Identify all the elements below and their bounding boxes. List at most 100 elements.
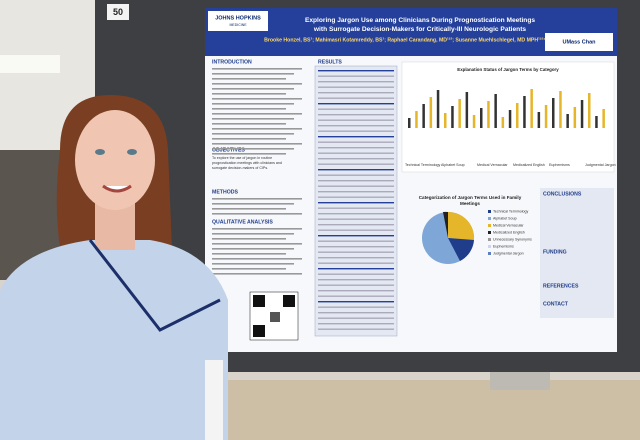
bar (588, 93, 591, 128)
logo-text: JOHNS HOPKINS (215, 15, 261, 21)
table-row (318, 136, 394, 138)
table-row (318, 323, 394, 325)
legend-label: Alphabet Soup (493, 216, 517, 220)
bar (487, 101, 490, 128)
board-number: 50 (113, 7, 123, 17)
table-row (318, 86, 394, 88)
text-line (212, 148, 294, 150)
text-line (212, 73, 294, 75)
text-line (212, 233, 294, 235)
axis-label: Euphemisms (549, 163, 570, 167)
qr-pattern (270, 312, 280, 322)
table-row (318, 185, 394, 187)
legend-swatch (488, 252, 491, 255)
table-row (318, 229, 394, 231)
table-row (318, 180, 394, 182)
legend-swatch (488, 210, 491, 213)
bar (501, 117, 505, 128)
bar (508, 110, 512, 128)
table-row (318, 213, 394, 215)
text-line (212, 238, 286, 240)
legend-label: Judgmental Jargon (493, 251, 524, 255)
table-row (318, 251, 394, 253)
table-row (318, 70, 394, 72)
text-line (212, 268, 286, 270)
body-text: prognostication meetings with clinicians… (212, 161, 282, 165)
text-line (212, 68, 302, 70)
section-heading: CONTACT (543, 301, 569, 307)
axis-label: Medicalized English (513, 163, 545, 167)
text-line (212, 123, 286, 125)
eye (127, 149, 137, 155)
bar (408, 118, 411, 128)
bar (458, 99, 461, 128)
bar (422, 104, 425, 128)
bar (595, 116, 598, 128)
face (75, 110, 155, 210)
bar (472, 115, 476, 128)
bar (465, 92, 469, 128)
table-row (318, 75, 394, 77)
text-line (212, 108, 286, 110)
axis-label: Alphabet Soup (441, 163, 465, 167)
axis-label: Medical Vernacular (477, 163, 508, 167)
section-heading: QUALITATIVE ANALYSIS (212, 219, 273, 225)
smile (102, 184, 132, 193)
table-row (318, 108, 394, 110)
body-text: surrogate decision-makers of CIPs. (212, 166, 268, 170)
text-line (212, 138, 286, 140)
table-row (318, 218, 394, 220)
text-line (212, 258, 302, 260)
badge (205, 360, 223, 440)
table-row (318, 202, 394, 204)
legend-label: Medicalized English (493, 230, 525, 234)
text-line (212, 253, 286, 255)
table-row (318, 147, 394, 149)
pie-slice (443, 211, 448, 238)
bar (573, 107, 577, 128)
qr-finder (283, 295, 295, 307)
table-row (318, 141, 394, 143)
text-line (212, 98, 302, 100)
text-line (212, 128, 302, 130)
bar (602, 109, 605, 128)
table-row (318, 273, 394, 275)
text-line (212, 83, 302, 85)
poster-authors: Brooke Honzel, BS¹; Mahimasri Kotamreddy… (264, 37, 546, 43)
qr-finder (253, 295, 265, 307)
legend-label: Medical Vernacular (493, 223, 524, 227)
bar (537, 112, 541, 128)
chart-title: Categorization of Jargon Terms Used in F… (419, 195, 522, 200)
bar (480, 108, 483, 128)
table-row (318, 119, 394, 121)
bar (516, 103, 519, 128)
table-row (318, 169, 394, 171)
table-row (318, 312, 394, 314)
legend-label: Unnecessary Synonyms (493, 237, 532, 241)
legend-swatch (488, 238, 491, 241)
pie-slice (448, 238, 474, 261)
table-row (318, 257, 394, 259)
table-row (318, 306, 394, 308)
bar (566, 114, 569, 128)
section-heading: METHODS (212, 189, 238, 195)
legend-label: Technical Terminology (493, 209, 528, 213)
chart-title: Explanation Status of Jargon Terms by Ca… (457, 67, 559, 72)
text-line (212, 248, 294, 250)
table-row (318, 97, 394, 99)
table-row (318, 207, 394, 209)
table-row (318, 246, 394, 248)
text-line (212, 203, 294, 205)
bar (552, 98, 555, 128)
logo-subtext: MEDICINE (229, 23, 247, 27)
axis-label: Technical Terminology (405, 163, 440, 167)
section-heading: REFERENCES (543, 283, 579, 289)
legend-swatch (488, 231, 491, 234)
shirt (0, 240, 228, 440)
eye (95, 149, 105, 155)
text-line (212, 118, 294, 120)
section-heading: RESULTS (318, 59, 342, 65)
text-line (212, 78, 286, 80)
